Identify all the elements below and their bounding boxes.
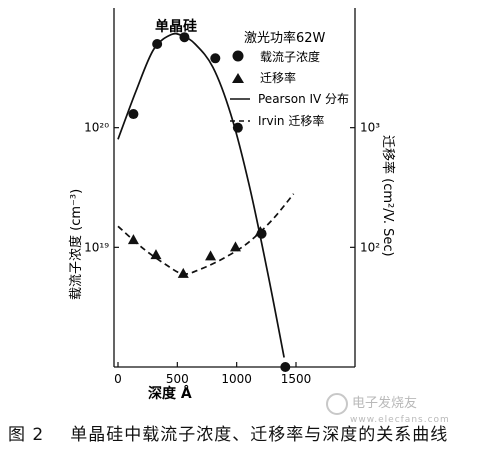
carrier-point (232, 122, 243, 133)
carrier-point (210, 53, 221, 64)
laser-power-annotation: 激光功率62W (244, 30, 326, 46)
right-tick-label: 10³ (360, 121, 380, 135)
series-line-2 (117, 32, 285, 358)
legend-label-pearson: Pearson IV 分布 (258, 92, 349, 106)
series-line-3 (117, 193, 295, 275)
legend-label-mobility: 迁移率 (260, 70, 296, 85)
figure-caption: 图 2 单晶硅中载流子浓度、迁移率与深度的关系曲线 (8, 420, 448, 445)
legend-label-irvin: Irvin 迁移率 (258, 113, 324, 128)
mobility-point (205, 250, 217, 261)
x-tick-label: 0 (114, 372, 122, 386)
mobility-point (177, 267, 189, 278)
x-axis-label: 深度 Å (148, 385, 192, 402)
legend-marker-carrier (232, 50, 244, 62)
axes (113, 8, 356, 368)
legend-label-carrier: 载流子浓度 (260, 49, 320, 64)
carrier-point (179, 32, 190, 43)
y-axis-label-left: 载流子浓度 (cm⁻³) (68, 189, 84, 300)
watermark-logo-icon (326, 392, 348, 415)
watermark-text: 电子发烧友 (352, 396, 418, 411)
watermark: 电子发烧友 www.elecfans.com (326, 392, 450, 425)
series-lines (117, 32, 295, 358)
ticks: 0 500 1000 1500 10²⁰ 10¹⁹ 10³ 10² (84, 121, 380, 386)
carrier-point (128, 109, 139, 120)
carrier-point (280, 362, 291, 372)
x-tick-label: 1500 (281, 372, 312, 386)
left-tick-label: 10²⁰ (84, 121, 109, 135)
caption-text: 单晶硅中载流子浓度、迁移率与深度的关系曲线 (70, 425, 449, 445)
legend: 载流子浓度 迁移率 Pearson IV 分布 Irvin 迁移率 (230, 49, 349, 128)
chart: 0 500 1000 1500 10²⁰ 10¹⁹ 10³ 10² 单晶硅 激光功率62W 载… (68, 8, 396, 402)
x-tick-label: 1000 (221, 372, 252, 386)
chart-title: 单晶硅 (155, 18, 197, 35)
series-markers (127, 32, 291, 372)
left-tick-label: 10¹⁹ (84, 240, 109, 254)
y-axis-label-right: 迁移率 (cm²/V. Sec) (380, 135, 396, 257)
mobility-point (229, 241, 241, 252)
carrier-point (152, 39, 163, 50)
watermark-site: www.elecfans.com (350, 414, 450, 425)
mobility-point (150, 249, 162, 260)
mobility-point (127, 234, 139, 245)
x-tick-label: 500 (166, 372, 189, 386)
figure-number: 图 2 (8, 425, 45, 445)
mobility-point (254, 226, 266, 237)
right-tick-label: 10² (360, 240, 380, 254)
legend-marker-mobility (232, 73, 244, 83)
